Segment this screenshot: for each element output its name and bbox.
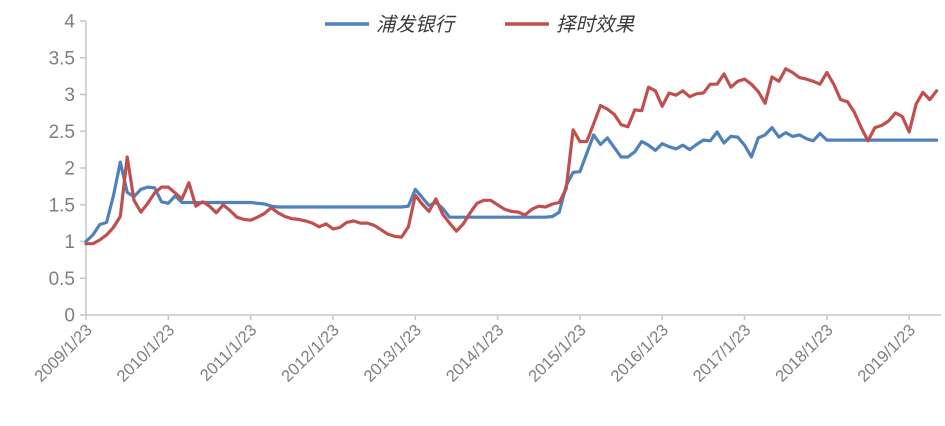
- legend-label-1: 择时效果: [556, 14, 636, 36]
- y-tick-label: 0: [64, 306, 75, 327]
- y-tick-label: 1.5: [49, 195, 75, 216]
- y-tick-label: 0.5: [49, 269, 75, 290]
- y-tick-label: 3: [64, 85, 75, 106]
- x-tick-label: 2009/1/23: [31, 321, 96, 386]
- x-tick-label: 2013/1/23: [360, 321, 425, 386]
- x-tick-label: 2011/1/23: [197, 321, 261, 385]
- x-tick-label: 2014/1/23: [443, 321, 508, 386]
- x-tick-label: 2019/1/23: [854, 321, 919, 386]
- y-tick-label: 2: [64, 159, 75, 180]
- y-tick-label: 4: [64, 12, 75, 33]
- x-tick-label: 2017/1/23: [690, 321, 755, 386]
- x-tick-label: 2018/1/23: [772, 321, 837, 386]
- series-line-0: [84, 125, 939, 244]
- x-tick-label: 2016/1/23: [607, 321, 672, 386]
- x-tick-label: 2012/1/23: [278, 321, 343, 386]
- y-tick-label: 1: [64, 232, 75, 253]
- y-tick-label: 3.5: [49, 48, 75, 69]
- series-line-1: [84, 67, 939, 246]
- legend-label-0: 浦发银行: [376, 14, 457, 36]
- x-tick-label: 2010/1/23: [114, 321, 179, 386]
- y-tick-label: 2.5: [49, 122, 75, 143]
- x-tick-label: 2015/1/23: [525, 321, 590, 386]
